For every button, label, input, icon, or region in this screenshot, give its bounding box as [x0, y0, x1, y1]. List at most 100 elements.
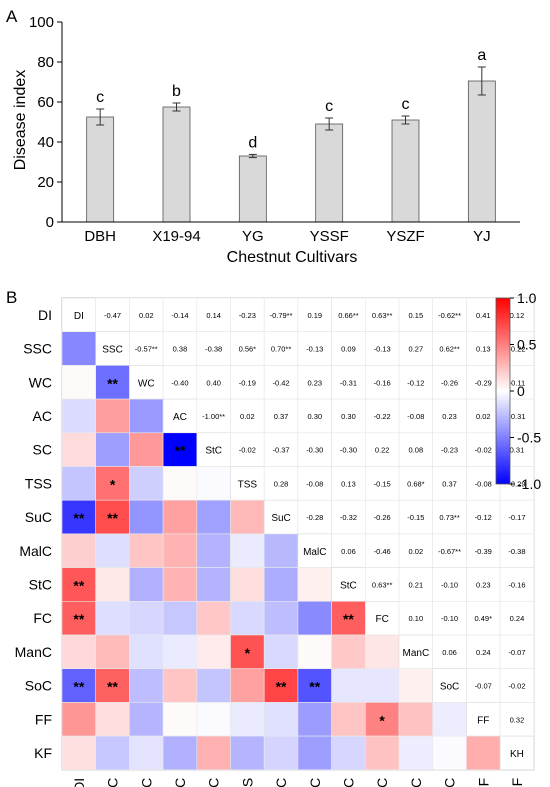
heatmap-cell-lower — [432, 702, 467, 737]
heatmap-cell-lower — [61, 735, 97, 771]
heatmap-cell-upper — [432, 466, 467, 501]
heatmap-cell-upper — [432, 533, 467, 568]
heatmap-cell-lower — [61, 365, 97, 400]
heatmap-cell-lower — [331, 702, 366, 737]
heatmap-cell-upper — [466, 668, 501, 703]
heatmap-cell-upper — [466, 432, 501, 467]
heatmap-cell-lower — [466, 735, 501, 771]
column-label: SSC — [105, 778, 121, 787]
correlation-value: -0.15 — [407, 513, 424, 522]
x-tick-label: YG — [242, 228, 264, 245]
correlation-value: 0.37 — [274, 412, 289, 421]
heatmap-cell-upper — [129, 331, 164, 366]
column-label: FC — [374, 778, 390, 787]
heatmap-cell-diagonal — [466, 702, 501, 737]
correlation-value: -0.11 — [509, 378, 526, 387]
heatmap-cell-lower — [162, 600, 198, 636]
bar — [238, 155, 267, 223]
heatmap-cell-upper — [196, 365, 231, 400]
diagonal-label: StC — [340, 580, 357, 591]
significance-letter: a — [477, 47, 486, 64]
heatmap-cell-upper — [297, 331, 332, 366]
row-label: AC — [33, 408, 52, 424]
correlation-value: 0.30 — [341, 412, 356, 421]
diagonal-label: SuC — [271, 513, 290, 524]
heatmap-cell-upper — [263, 331, 299, 366]
correlation-value: 0.02 — [409, 547, 424, 556]
y-axis-label: Disease index — [12, 70, 29, 171]
heatmap-cell-upper — [432, 432, 467, 467]
column-label: AC — [172, 778, 188, 787]
correlation-value: -0.07 — [508, 648, 525, 657]
bar — [86, 116, 115, 223]
heatmap-cell-upper — [398, 567, 434, 602]
row-label: WC — [29, 374, 52, 390]
correlation-value: 0.68* — [407, 479, 425, 488]
heatmap-cell-lower — [162, 702, 198, 737]
heatmap-cell-upper — [263, 398, 299, 434]
heatmap-cell-lower — [398, 702, 434, 737]
heatmap-cell-lower — [129, 499, 164, 535]
heatmap-cell-lower — [230, 499, 265, 535]
correlation-value: 0.63** — [372, 580, 393, 589]
heatmap-cell-lower — [230, 567, 265, 602]
significance-stars: ** — [73, 611, 84, 627]
panel-a-label: A — [6, 7, 18, 26]
correlation-value: -0.02 — [239, 446, 256, 455]
row-label: KF — [34, 745, 52, 761]
bar — [467, 80, 496, 223]
colorbar-tick-label: -1.0 — [517, 476, 541, 492]
diagonal-label: FF — [477, 715, 489, 726]
correlation-value: 0.09 — [341, 345, 356, 354]
heatmap-cell-upper — [398, 600, 434, 636]
heatmap-cell-lower — [162, 499, 198, 535]
colorbar: 1.0 0.5 0 -0.5 -1.0 — [495, 290, 541, 492]
row-label: SoC — [25, 678, 52, 694]
correlation-value: -0.12 — [475, 513, 492, 522]
heatmap-cell-upper — [432, 297, 467, 333]
significance-letter: c — [325, 98, 333, 115]
heatmap-cell-diagonal — [398, 634, 434, 670]
significance-stars: ** — [107, 375, 118, 391]
column-label: FF — [475, 778, 491, 787]
heatmap-cell-upper — [364, 567, 400, 602]
correlation-value: 0.06 — [341, 547, 356, 556]
correlation-value: 0.24 — [510, 614, 525, 623]
column-label: WC — [138, 778, 154, 787]
correlation-value: 0.02 — [476, 412, 491, 421]
significance-stars: ** — [343, 611, 354, 627]
correlation-value: 0.27 — [409, 345, 424, 354]
y-tick-label: 20 — [37, 174, 54, 191]
correlation-value: 0.63** — [372, 311, 393, 320]
heatmap-cell-lower — [196, 533, 231, 568]
x-tick-label: YJ — [473, 228, 491, 245]
diagonal-label: FC — [375, 614, 388, 625]
significance-stars: ** — [73, 510, 84, 526]
heatmap-cell-upper — [432, 600, 467, 636]
correlation-value: -0.46 — [374, 547, 391, 556]
heatmap-cell-upper — [263, 466, 299, 501]
heatmap-cell-diagonal — [162, 398, 198, 434]
correlation-value: 0.06 — [442, 648, 457, 657]
heatmap-cell-lower — [331, 668, 366, 703]
correlation-value: 0.21 — [409, 580, 424, 589]
y-axis: 0 20 40 60 80 100 — [29, 14, 63, 231]
correlation-value: -0.08 — [407, 412, 424, 421]
heatmap-cell-lower — [61, 466, 97, 501]
correlation-value: 0.02 — [240, 412, 255, 421]
heatmap-cell-upper — [499, 668, 535, 703]
correlation-value: 0.13 — [476, 345, 491, 354]
heatmap-cell-lower — [230, 533, 265, 568]
correlation-value: 0.28 — [274, 479, 289, 488]
heatmap-cell-lower — [61, 567, 97, 602]
correlation-value: 0.22 — [375, 446, 390, 455]
heatmap-cell-lower — [61, 432, 97, 467]
bar — [391, 119, 420, 223]
heatmap-cell-lower — [331, 735, 366, 771]
bars: c b d c c a — [86, 47, 496, 223]
correlation-value: -0.08 — [306, 479, 323, 488]
heatmap-cell-lower — [129, 600, 164, 636]
heatmap-cell-upper — [196, 398, 231, 434]
correlation-value: -0.30 — [306, 446, 323, 455]
